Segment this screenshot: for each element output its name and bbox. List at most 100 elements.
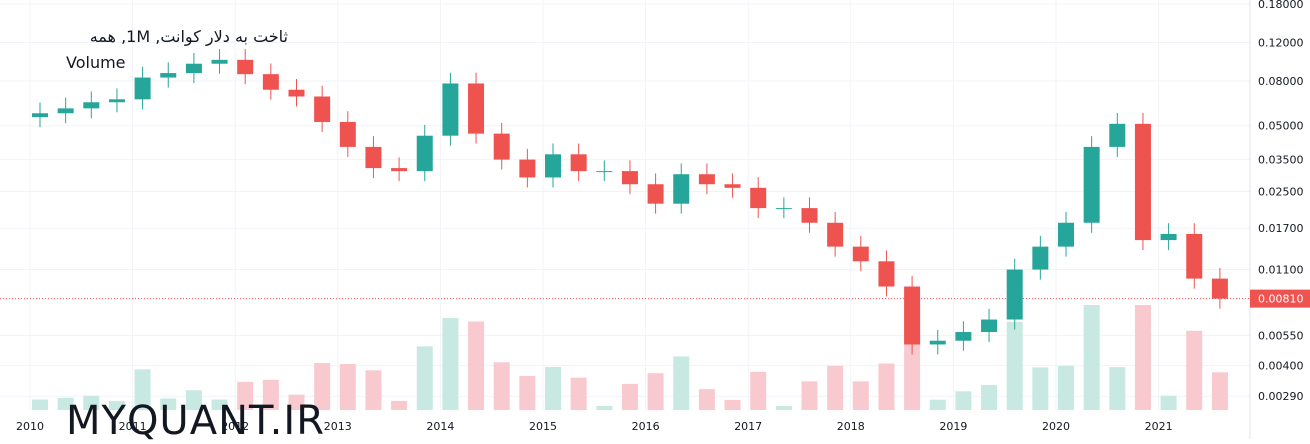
candle-body [827, 222, 844, 247]
volume-bar [673, 356, 690, 410]
chart-grid [0, 0, 1250, 410]
time-axis: 2010 2011 2012 2013 2014 2015 2016 2017 2018 2019… [16, 420, 1173, 433]
candle-body [416, 135, 433, 172]
y-tick-label: 0.00290 [1258, 390, 1304, 403]
volume-bar [801, 381, 818, 410]
volume-bar [1006, 321, 1023, 410]
volume-bar [647, 373, 664, 410]
volume-bar [724, 399, 741, 410]
candle-body [1058, 222, 1074, 247]
x-tick-label: 2010 [16, 420, 44, 433]
candle-body [878, 261, 895, 287]
x-tick-label: 2016 [632, 420, 660, 433]
volume-bar [596, 406, 613, 410]
candle-body [1211, 278, 1228, 299]
volume-bar [1032, 367, 1049, 410]
volume-bar [1083, 305, 1100, 410]
last-price-tag: 0.00810 [1250, 289, 1310, 308]
x-tick-label: 2011 [119, 420, 147, 433]
candle-body [288, 89, 305, 97]
candle-body [1186, 233, 1203, 279]
volume-bar [955, 391, 972, 410]
y-tick-label: 0.02500 [1258, 186, 1304, 199]
candle-body [647, 184, 664, 204]
volume-bar [237, 381, 254, 410]
candle-body [775, 208, 792, 210]
symbol-title: ثاخت به دلار کوانت, 1M, همه [89, 27, 288, 46]
volume-bar [1160, 395, 1177, 410]
x-tick-label: 2015 [529, 420, 557, 433]
volume-bar [1186, 330, 1203, 410]
volume-bar [211, 399, 228, 410]
volume-bar [468, 321, 485, 410]
x-tick-label: 2019 [939, 420, 967, 433]
candle-body [852, 246, 869, 262]
volume-label: Volume [66, 53, 126, 72]
chart-legend: ثاخت به دلار کوانت, 1M, همه Volume [66, 24, 288, 76]
volume-bar [1134, 305, 1151, 410]
volume-bar [775, 406, 792, 410]
candle-body [493, 133, 510, 160]
volume-bar [57, 397, 74, 410]
candle-body [32, 113, 48, 118]
candlesticks [32, 49, 1228, 355]
candle-body [339, 121, 356, 147]
x-tick-label: 2021 [1145, 420, 1173, 433]
volume-bar [160, 398, 177, 410]
candle-body [1134, 123, 1151, 241]
candle-body [262, 74, 279, 90]
candle-body [1083, 146, 1100, 223]
candle-body [955, 332, 972, 341]
volume-bar [750, 371, 767, 410]
volume-bar [108, 401, 125, 410]
volume-bar [519, 375, 536, 410]
volume-bar [621, 383, 638, 410]
candle-body [1032, 246, 1049, 270]
candle-body [314, 96, 331, 122]
x-tick-label: 2013 [324, 420, 352, 433]
candle-body [698, 174, 715, 185]
watermark: MYQUANT.IR [66, 398, 325, 444]
volume-bar [134, 369, 151, 410]
volume-bar [493, 362, 510, 410]
volume-bar [262, 379, 279, 410]
volume-bar [570, 377, 587, 410]
volume-bar [1211, 372, 1228, 410]
volume-bars [32, 305, 1228, 410]
candle-body [621, 171, 638, 185]
candle-body [801, 208, 818, 223]
candle-body [1006, 269, 1023, 320]
candle-body [468, 83, 485, 134]
candle-body [1109, 123, 1126, 147]
volume-bar [391, 400, 408, 410]
volume-bar [442, 317, 459, 410]
y-tick-label: 0.03500 [1258, 154, 1304, 167]
candle-body [673, 174, 690, 204]
candle-body [211, 59, 228, 64]
candle-body [365, 146, 382, 169]
volume-bar [83, 395, 100, 410]
candle-body [108, 99, 125, 103]
candle-body [237, 59, 254, 75]
candle-body [570, 154, 587, 172]
candle-body [545, 154, 561, 178]
x-tick-label: 2020 [1042, 420, 1070, 433]
y-tick-label: 0.01100 [1258, 264, 1304, 277]
volume-bar [416, 346, 433, 410]
volume-bar [1109, 367, 1126, 410]
price-axis: 0.18000 0.12000 0.08000 0.05000 0.03500 0.025… [1249, 0, 1304, 439]
y-tick-label: 0.18000 [1258, 0, 1304, 11]
y-tick-label: 0.08000 [1258, 75, 1304, 88]
last-price-tag-label: 0.00810 [1258, 293, 1304, 306]
volume-bar [288, 394, 305, 410]
volume-bar [365, 370, 382, 410]
volume-bar [852, 381, 869, 410]
candle-body [1160, 233, 1177, 241]
candle-body [83, 102, 100, 109]
x-tick-label: 2012 [221, 420, 249, 433]
y-tick-label: 0.01700 [1258, 222, 1304, 235]
candle-body [519, 159, 536, 178]
y-tick-label: 0.05000 [1258, 120, 1304, 133]
candle-body [724, 184, 741, 188]
